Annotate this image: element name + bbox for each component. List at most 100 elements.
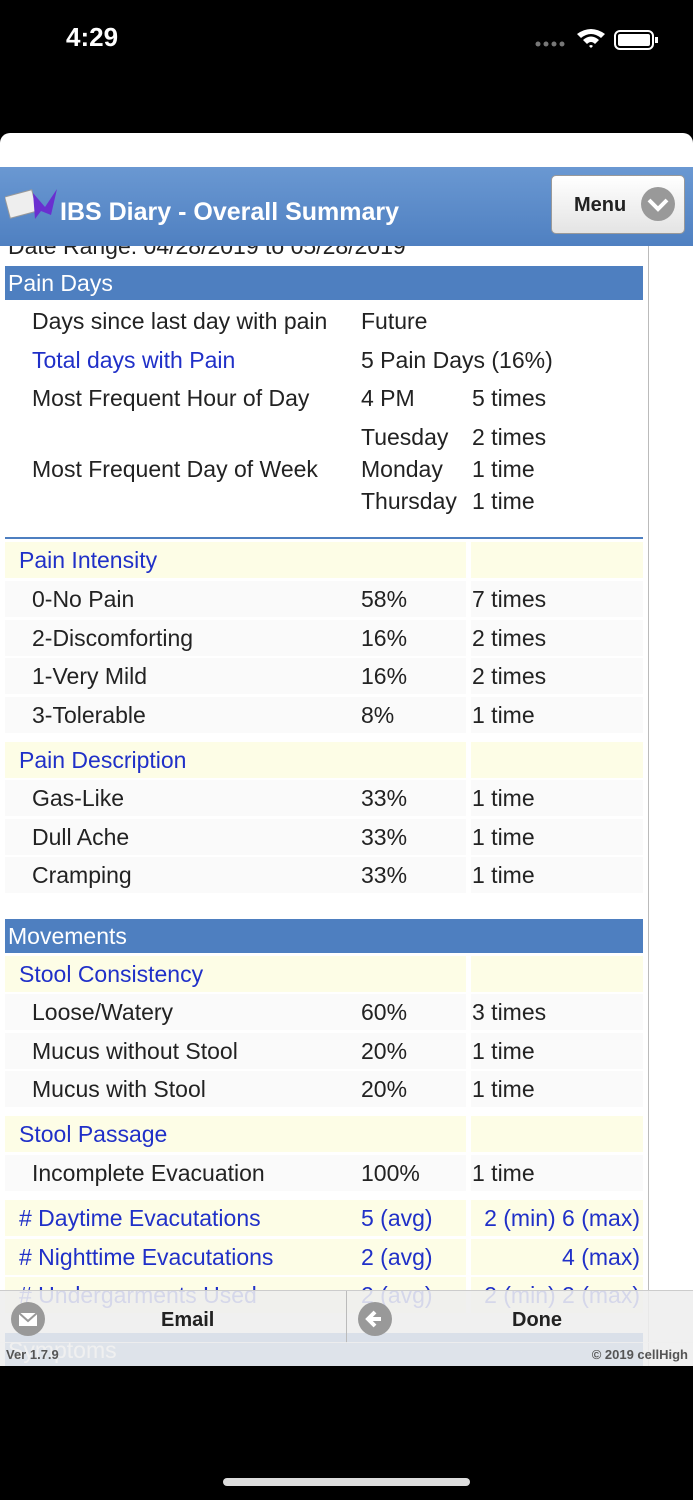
- cell-text: 0-No Pain: [32, 586, 135, 612]
- cell: [471, 542, 643, 578]
- cell-text: 100%: [361, 1160, 420, 1186]
- cell-text: 1 time: [472, 701, 535, 728]
- cell: [5, 696, 356, 733]
- cell: [471, 658, 643, 694]
- version: Ver 1.7.9: [6, 1347, 59, 1362]
- row-label: Days since last day with pain: [32, 308, 328, 334]
- copyright: © 2019 cellHigh: [591, 1347, 688, 1362]
- done-button[interactable]: Done: [347, 1291, 693, 1343]
- cell: [5, 742, 356, 778]
- row-value: 1 time: [472, 456, 535, 482]
- cell: [471, 1071, 643, 1107]
- cell-text: 1 time: [472, 823, 535, 850]
- menu-label: Menu: [574, 194, 627, 216]
- row-value: 4 PM: [361, 385, 415, 411]
- cell-text: Cramping: [32, 862, 132, 888]
- cell: [471, 956, 643, 992]
- row-label: Most Frequent Day of Week: [32, 456, 318, 482]
- cell: [356, 1200, 466, 1236]
- clock: 4:29: [66, 22, 119, 52]
- logo: [5, 189, 57, 219]
- menu-icon: [641, 187, 675, 221]
- cell-text: 1 time: [472, 785, 535, 811]
- cell: [5, 1032, 356, 1069]
- cell: [471, 1116, 643, 1152]
- cell-text: Gas-Like: [32, 785, 125, 811]
- cell: [471, 1155, 643, 1191]
- cell: [5, 1071, 356, 1107]
- subsection-title: Pain Intensity: [19, 547, 158, 573]
- subsection-title: Pain Description: [19, 747, 187, 773]
- page-title: IBS Diary - Overall Summary: [60, 198, 400, 226]
- cell-text: 5 (avg): [361, 1205, 433, 1231]
- cell-text: 58%: [361, 586, 408, 612]
- cell-text: Incomplete Evacuation: [32, 1160, 265, 1186]
- cell: [471, 696, 643, 733]
- done-label: Done: [512, 1309, 562, 1331]
- cell: [471, 742, 643, 778]
- cell-text: 7 times: [472, 586, 547, 612]
- section-title: Pain Days: [8, 270, 113, 296]
- back-icon: [358, 1302, 392, 1336]
- cell: [5, 1155, 356, 1191]
- divider: [346, 1291, 347, 1343]
- cell-text: 33%: [361, 785, 408, 811]
- cell: [356, 742, 466, 778]
- cell-text: 3-Tolerable: [32, 701, 146, 728]
- cell-text: 1-Very Mild: [32, 663, 148, 689]
- cell-text: 2 (avg): [361, 1243, 433, 1270]
- cell-text: # Nighttime Evacutations: [19, 1243, 274, 1270]
- cell: [5, 1200, 356, 1236]
- row-label: Most Frequent Hour of Day: [32, 385, 310, 411]
- cell: [5, 542, 356, 578]
- cell: [356, 1071, 466, 1107]
- cell: [356, 818, 466, 855]
- email-button[interactable]: Email: [0, 1291, 346, 1343]
- cell: [356, 994, 466, 1030]
- cell-text: 2-Discomforting: [32, 624, 194, 651]
- row-value: Monday: [361, 456, 443, 482]
- cell-text: 20%: [361, 1037, 408, 1064]
- cell-text: 33%: [361, 862, 408, 888]
- cell: [471, 1200, 643, 1236]
- cell: [356, 1238, 466, 1275]
- cell: [356, 658, 466, 694]
- row-value: 1 time: [472, 488, 535, 514]
- cell-text: 2 (min) 6 (max): [484, 1205, 640, 1231]
- cell: [471, 581, 643, 617]
- cell: [356, 581, 466, 617]
- summary-table: Date Range: 04/28/2019 to 05/28/2019 Pain…: [0, 233, 649, 1366]
- cell-text: # Daytime Evacutations: [19, 1205, 261, 1231]
- cell: [5, 994, 356, 1030]
- cell-text: Mucus with Stool: [32, 1076, 206, 1102]
- menu-button[interactable]: Menu: [551, 175, 685, 234]
- cell: [356, 1032, 466, 1069]
- cell-text: 16%: [361, 663, 408, 689]
- cell-text: 1 time: [472, 1160, 535, 1186]
- cell-text: 33%: [361, 823, 408, 850]
- cell: [5, 780, 356, 816]
- subsection-title: Stool Consistency: [19, 961, 204, 987]
- cell-text: 16%: [361, 624, 408, 651]
- cell: [356, 1155, 466, 1191]
- row-value: 5 Pain Days (16%): [361, 347, 553, 373]
- footer: Ver 1.7.9 © 2019 cellHigh: [0, 1342, 693, 1366]
- cell: [356, 696, 466, 733]
- separator: [5, 537, 643, 539]
- cell: [356, 956, 466, 992]
- email-label: Email: [161, 1309, 215, 1331]
- row-value: Thursday: [361, 488, 457, 514]
- cell-text: 2 times: [472, 624, 547, 651]
- cell-text: 1 time: [472, 862, 535, 888]
- subsection-title: Stool Passage: [19, 1121, 168, 1147]
- cell-text: Loose/Watery: [32, 999, 174, 1025]
- cell: [5, 818, 356, 855]
- row-value: Future: [361, 308, 428, 334]
- cell: [5, 1116, 356, 1152]
- cell-text: 1 time: [472, 1037, 535, 1064]
- cell-text: 60%: [361, 999, 408, 1025]
- cell: [356, 542, 466, 578]
- cell: [5, 956, 356, 992]
- home-indicator: [223, 1478, 470, 1486]
